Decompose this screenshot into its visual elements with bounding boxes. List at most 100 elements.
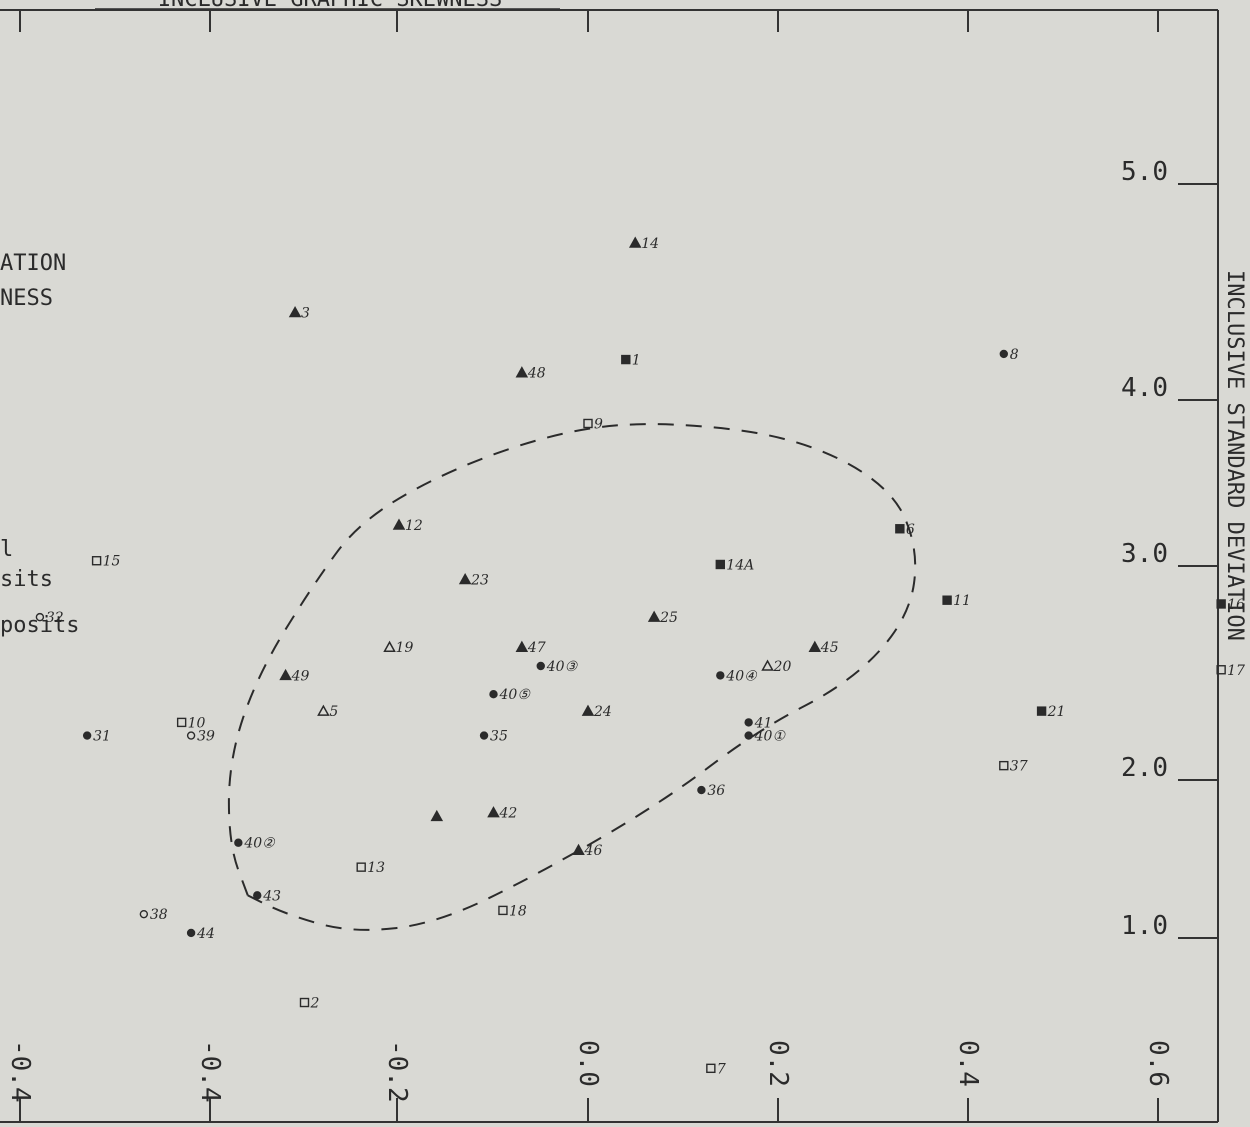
point-marker-square xyxy=(498,905,508,916)
legend-fragment-4: sits xyxy=(0,567,53,592)
data-point: 2 xyxy=(299,996,320,1012)
data-point: 11 xyxy=(942,593,971,609)
data-point: 40② xyxy=(234,836,276,852)
point-marker-circle xyxy=(253,891,262,900)
data-point: 6 xyxy=(895,522,915,538)
point-label: 43 xyxy=(262,888,281,904)
point-marker-square xyxy=(299,997,310,1008)
point-marker-triangle xyxy=(572,843,585,855)
x-tick-label: -0.4 xyxy=(195,1040,225,1103)
y-tick-label: 1.0 xyxy=(1121,911,1168,941)
point-label: 42 xyxy=(499,806,518,822)
data-point: 8 xyxy=(999,347,1019,363)
point-marker-square xyxy=(895,524,905,534)
point-marker-triangle xyxy=(458,572,472,585)
data-point: 47 xyxy=(515,640,546,656)
x-tick-label: -0.4 xyxy=(5,1040,35,1103)
point-label: 20 xyxy=(773,659,792,675)
point-label: 3 xyxy=(301,306,310,322)
data-point: 43 xyxy=(253,888,281,904)
data-point: 42 xyxy=(487,806,518,822)
legend-fragment-3: l xyxy=(0,537,13,562)
data-point: 40⑤ xyxy=(489,687,531,703)
data-point: 32 xyxy=(35,610,64,626)
point-marker-triangle xyxy=(515,640,529,652)
data-point: 45 xyxy=(808,640,839,656)
point-label: 36 xyxy=(707,783,725,799)
point-label: 32 xyxy=(46,610,64,626)
data-point: 17 xyxy=(1216,663,1245,679)
data-point: 15 xyxy=(91,554,121,570)
point-marker-triangle xyxy=(279,668,292,681)
point-marker-triangle xyxy=(808,640,822,652)
point-marker-triangle xyxy=(487,806,500,818)
data-point: 9 xyxy=(583,416,603,432)
point-marker-circle xyxy=(82,731,92,740)
point-marker-square xyxy=(176,717,187,728)
point-marker-square xyxy=(1216,599,1226,609)
data-point: 7 xyxy=(706,1061,726,1077)
data-point: 16 xyxy=(1216,597,1245,613)
point-label: 5 xyxy=(329,704,338,720)
point-label: 31 xyxy=(93,729,111,745)
point-label: 9 xyxy=(594,416,603,432)
point-marker-circle xyxy=(999,349,1008,359)
data-point: 40③ xyxy=(536,659,579,675)
point-label: 40④ xyxy=(725,668,758,684)
point-label: 40③ xyxy=(546,659,579,675)
point-marker-circle xyxy=(744,731,753,740)
point-marker-circle xyxy=(744,718,753,727)
point-marker-circle xyxy=(234,838,243,847)
point-marker-triangle xyxy=(647,610,661,622)
data-point: 12 xyxy=(392,518,423,534)
point-label: 15 xyxy=(103,554,121,570)
point-marker-triangle xyxy=(761,659,774,671)
point-label: 18 xyxy=(509,903,527,919)
data-point: 44 xyxy=(186,926,215,942)
data-point: 1 xyxy=(621,353,641,369)
data-point: 31 xyxy=(82,729,111,745)
data-point: 14A xyxy=(715,557,754,573)
data-point: 41 xyxy=(744,715,772,731)
data-point: 18 xyxy=(498,903,527,919)
legend-fragment-5: posits xyxy=(0,613,79,638)
data-point: 10 xyxy=(176,715,206,731)
point-marker-circle xyxy=(186,928,196,938)
data-point: 21 xyxy=(1036,704,1065,720)
legend: ATION NESS l sits posits xyxy=(0,251,79,638)
point-label: 39 xyxy=(197,729,215,745)
point-label: 44 xyxy=(196,926,215,942)
point-label: 19 xyxy=(396,640,414,656)
data-point: 20 xyxy=(761,659,792,675)
point-label: 47 xyxy=(527,640,546,656)
point-label: 46 xyxy=(584,843,603,859)
point-label: 11 xyxy=(953,593,971,609)
data-point: 39 xyxy=(186,729,215,745)
x-tick-label: 0.0 xyxy=(573,1040,603,1087)
point-label: 16 xyxy=(1227,597,1245,613)
point-label: 10 xyxy=(188,715,206,731)
data-point: 25 xyxy=(647,610,678,626)
point-marker-square xyxy=(942,595,952,605)
axis-ticks: -0.4 -0.4 -0.2 0.0 0.2 0.4 0.6 5.0 4.0 3.0 2.0 1.0 xyxy=(5,10,1218,1122)
point-label: 35 xyxy=(490,729,508,745)
data-point: 40① xyxy=(744,729,786,745)
point-marker-triangle xyxy=(515,366,529,378)
data-point: 3 xyxy=(288,306,310,322)
point-marker-circle xyxy=(716,671,725,680)
point-marker-triangle xyxy=(581,704,595,716)
data-point: 36 xyxy=(697,783,725,799)
point-label: 38 xyxy=(150,907,168,923)
data-point: 13 xyxy=(356,860,385,876)
point-marker-triangle xyxy=(288,306,302,318)
point-label: 14A xyxy=(726,557,754,573)
point-marker-triangle xyxy=(392,518,406,530)
point-label: 45 xyxy=(820,640,839,656)
point-label: 49 xyxy=(291,668,310,684)
data-point: 14 xyxy=(628,236,659,252)
data-point: 46 xyxy=(572,843,603,859)
point-marker-triangle xyxy=(383,640,396,652)
x-tick-label: 0.6 xyxy=(1143,1040,1173,1087)
point-marker-triangle xyxy=(317,704,330,716)
